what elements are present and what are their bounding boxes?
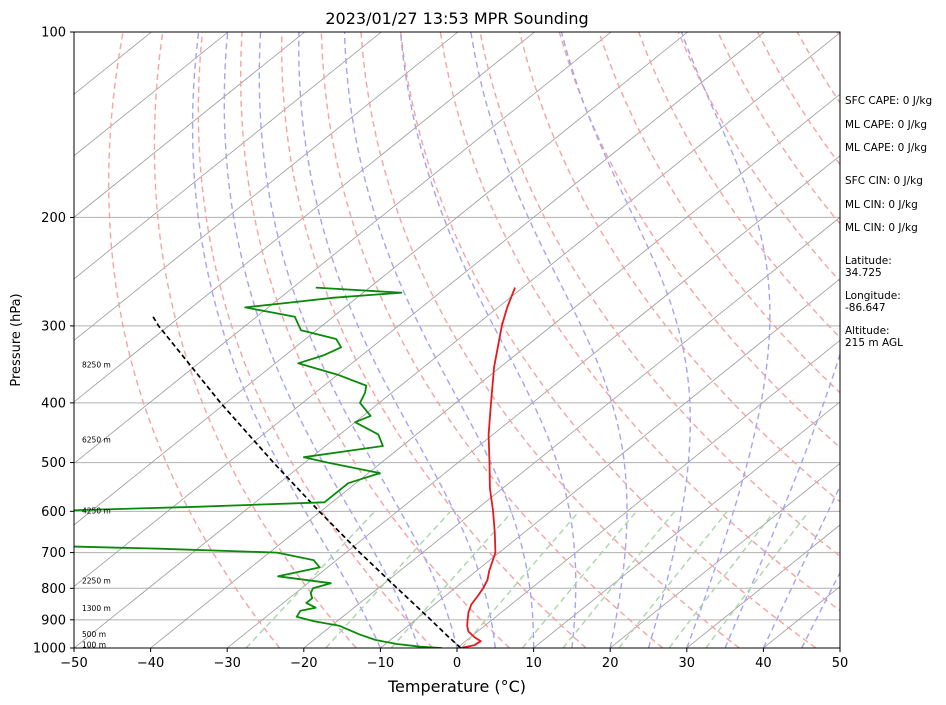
isotherm-line bbox=[74, 32, 765, 587]
height-label: 100 m bbox=[82, 640, 106, 649]
side-info-line: SFC CIN: 0 J/kg bbox=[845, 175, 923, 187]
isotherm-line bbox=[303, 216, 840, 648]
isotherm-line bbox=[609, 462, 840, 648]
mixing-ratio-line bbox=[705, 510, 810, 648]
x-tick-label: −30 bbox=[213, 656, 240, 671]
isotherm-line bbox=[226, 155, 840, 648]
x-tick-label: −10 bbox=[367, 656, 394, 671]
x-tick-label: −50 bbox=[60, 656, 87, 671]
side-info-line: Longitude: bbox=[845, 290, 901, 302]
isotherm-line bbox=[686, 524, 840, 648]
dry-adiabat-line bbox=[518, 32, 840, 503]
isotherm-line bbox=[456, 339, 840, 648]
moist-adiabat-line bbox=[297, 32, 496, 648]
x-tick-label: −20 bbox=[290, 656, 317, 671]
dry-adiabat-line bbox=[281, 32, 587, 648]
dry-adiabat-line bbox=[320, 32, 664, 648]
isotherm-line bbox=[74, 32, 535, 403]
side-info-line: ML CAPE: 0 J/kg bbox=[845, 142, 927, 154]
x-tick-label: 0 bbox=[453, 656, 461, 671]
height-label: 8250 m bbox=[82, 361, 111, 370]
dry-adiabat-line bbox=[479, 32, 840, 558]
x-tick-label: −40 bbox=[137, 656, 164, 671]
height-label: 4250 m bbox=[82, 506, 111, 515]
y-tick-label: 900 bbox=[41, 613, 66, 628]
dry-adiabat-line bbox=[400, 32, 817, 648]
dry-adiabat-line bbox=[197, 32, 434, 648]
mixing-ratio-line bbox=[618, 510, 728, 648]
y-tick-label: 1000 bbox=[33, 642, 66, 657]
mixing-ratio-line bbox=[668, 510, 776, 648]
dry-adiabat-line bbox=[439, 32, 840, 612]
side-info-line: -86.647 bbox=[845, 302, 886, 314]
side-info-line: Latitude: bbox=[845, 255, 892, 267]
x-tick-label: 50 bbox=[832, 656, 849, 671]
isotherm-line bbox=[150, 93, 840, 648]
dry-adiabat-line bbox=[360, 32, 740, 648]
y-tick-label: 100 bbox=[41, 26, 66, 41]
mixing-ratio-line bbox=[461, 510, 580, 648]
isotherm-line bbox=[74, 32, 305, 218]
height-label: 1300 m bbox=[82, 604, 111, 613]
y-tick-label: 800 bbox=[41, 582, 66, 597]
dry-adiabat-line bbox=[108, 32, 281, 648]
side-info-line: ML CIN: 0 J/kg bbox=[845, 199, 918, 211]
isotherm-line bbox=[74, 32, 382, 280]
y-tick-label: 300 bbox=[41, 319, 66, 334]
isotherm-line bbox=[74, 32, 229, 157]
chart-title: 2023/01/27 13:53 MPR Sounding bbox=[325, 9, 588, 28]
y-tick-label: 700 bbox=[41, 546, 66, 561]
isotherm-line bbox=[380, 278, 840, 648]
parcel-profile-line bbox=[152, 316, 462, 648]
side-info-line: Altitude: bbox=[845, 325, 890, 337]
side-info-line: 215 m AGL bbox=[845, 337, 903, 349]
side-info-line: ML CIN: 0 J/kg bbox=[845, 222, 918, 234]
mixing-ratio-line bbox=[521, 510, 638, 648]
dry-adiabat-line bbox=[239, 32, 510, 648]
moist-adiabat-line bbox=[399, 32, 577, 648]
isotherm-line bbox=[533, 401, 840, 648]
y-tick-label: 600 bbox=[41, 505, 66, 520]
temperature-profile-line bbox=[460, 287, 516, 648]
side-info-line: ML CAPE: 0 J/kg bbox=[845, 119, 927, 131]
isotherm-line bbox=[74, 32, 688, 526]
mixing-ratio-line bbox=[325, 510, 452, 648]
mixing-ratio-line bbox=[562, 510, 676, 648]
x-axis-ticks: −50 −40 −30 −20 −10 0 10 20 30 40 50 bbox=[60, 648, 848, 671]
moist-adiabat-line bbox=[223, 32, 420, 648]
x-axis-label: Temperature (°C) bbox=[387, 677, 526, 696]
mixing-ratio-line bbox=[245, 510, 376, 648]
y-axis-label: Pressure (hPa) bbox=[9, 293, 24, 386]
moist-adiabat-line bbox=[258, 32, 458, 648]
moist-adiabat-line bbox=[470, 32, 628, 648]
moist-adiabat-line bbox=[343, 32, 535, 648]
dewpoint-profile-line bbox=[74, 286, 442, 648]
y-tick-label: 200 bbox=[41, 211, 66, 226]
x-tick-label: 20 bbox=[602, 656, 619, 671]
x-tick-label: 30 bbox=[679, 656, 696, 671]
mixing-ratio-line bbox=[390, 510, 514, 648]
moist-adiabat-line bbox=[191, 32, 382, 648]
x-tick-label: 40 bbox=[755, 656, 772, 671]
side-info-panel: SFC CAPE: 0 J/kg ML CAPE: 0 J/kg ML CAPE: … bbox=[845, 95, 932, 349]
y-axis-ticks: 100 200 300 400 500 600 700 800 900 1000 bbox=[33, 26, 74, 657]
height-label: 2250 m bbox=[82, 577, 111, 586]
side-info-line: SFC CAPE: 0 J/kg bbox=[845, 95, 932, 107]
side-info-line: 34.725 bbox=[845, 267, 882, 279]
y-tick-label: 500 bbox=[41, 456, 66, 471]
y-tick-label: 400 bbox=[41, 396, 66, 411]
moist-adiabat-line bbox=[680, 32, 771, 648]
height-label: 6250 m bbox=[82, 435, 111, 444]
height-label: 500 m bbox=[82, 630, 106, 639]
dry-adiabat-line bbox=[153, 32, 357, 648]
chart-grid bbox=[74, 32, 840, 648]
moist-adiabat-line bbox=[560, 32, 691, 648]
chart-profiles bbox=[74, 286, 516, 648]
isotherm-line bbox=[74, 32, 612, 464]
moist-adiabat-line bbox=[724, 32, 840, 648]
x-tick-label: 10 bbox=[525, 656, 542, 671]
